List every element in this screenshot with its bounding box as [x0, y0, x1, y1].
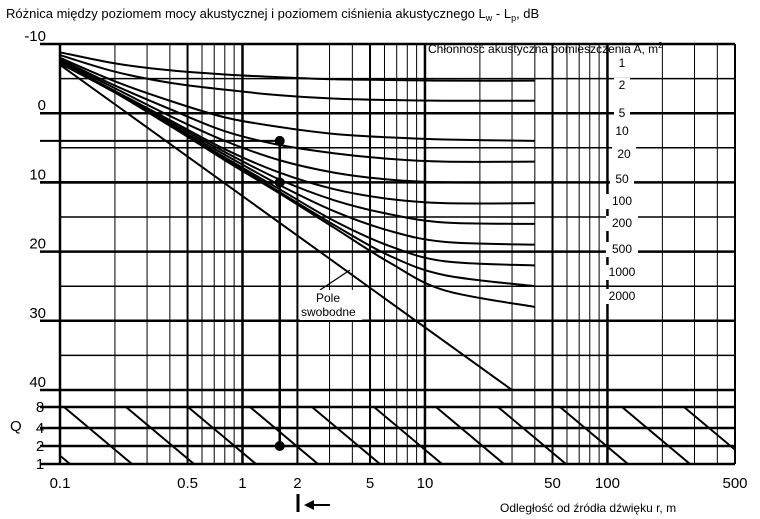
title-end: , dB: [516, 6, 539, 21]
series-curve-1: [59, 51, 535, 82]
x-axis-label: Odległość od źródła dźwięku r, m: [500, 501, 676, 515]
series-label-bg-2: [614, 78, 630, 93]
series-label-bg-100: [606, 194, 638, 209]
hatch-line: [63, 407, 133, 464]
series-label-5: 5: [619, 106, 626, 120]
hatch-line: [311, 407, 381, 464]
y-tick-label: 10: [29, 166, 46, 183]
series-label-bg-20: [612, 147, 636, 162]
series-label-bg-500: [606, 242, 638, 257]
q-axis-label: Q: [10, 418, 22, 435]
legend-title: Chłonność akustyczna pomieszczenia A, m2: [428, 41, 663, 56]
series-label-500: 500: [612, 242, 632, 256]
horizontal-grid: [40, 42, 735, 466]
y-tick-labels: -10 0 10 20 30 40: [24, 28, 46, 391]
hatch-line: [0, 407, 8, 464]
hatch-line: [187, 407, 257, 464]
q-tick-label: 2: [36, 438, 44, 455]
x-tick-label: 100: [595, 475, 620, 492]
free-field-line-path: [59, 63, 513, 391]
hatch-line: [621, 407, 691, 464]
q-tick-labels: 8 421: [36, 399, 44, 473]
svg-text:Różnica między poziomem mocy a: Różnica między poziomem mocy akustycznej…: [6, 6, 539, 23]
y-tick-label: 0: [38, 97, 46, 114]
hatch-line: [435, 407, 505, 464]
x-tick-label: 5: [366, 475, 374, 492]
chart-title: Różnica między poziomem mocy akustycznej…: [6, 6, 539, 23]
arrow-head-icon: [304, 500, 314, 510]
x-tick-label: 10: [417, 475, 434, 492]
free-field-label-bg: [300, 290, 362, 320]
example-point: [274, 135, 285, 146]
title-main: Różnica między poziomem mocy akustycznej…: [6, 6, 486, 21]
title-dash: - L: [492, 6, 511, 21]
free-field-line: [59, 63, 513, 391]
q-tick-label: 4: [36, 420, 44, 437]
series-label-bg-1: [614, 56, 630, 71]
series-label-20: 20: [617, 147, 631, 161]
y-tick-label: 40: [29, 374, 46, 391]
example-construction: [40, 135, 285, 451]
free-field-label-line1: Pole: [316, 291, 340, 305]
series-labels: 1 2 5 10 20 50 100 200 500 1000 2000: [602, 56, 642, 304]
series-label-200: 200: [612, 216, 632, 230]
y-tick-label: 30: [29, 305, 46, 322]
x-tick-label: 2: [293, 475, 301, 492]
series-label-2000: 2000: [609, 289, 636, 303]
title-sub-w: w: [485, 13, 493, 23]
series-label-bg-2000: [602, 289, 642, 304]
hatch-line: [559, 407, 629, 464]
q-hatched-band: [0, 407, 760, 464]
series-label-1: 1: [619, 56, 626, 70]
hatch-line: [683, 407, 735, 452]
x-tick-labels: 0.1 0.5 1 2 5 10 50 100 500: [50, 475, 748, 492]
x-tick-label: 0.1: [50, 475, 71, 492]
series-label-1000: 1000: [609, 265, 636, 279]
free-field-label-line2: swobodne: [301, 305, 356, 319]
hatch-line: [125, 407, 195, 464]
x-tick-label: 50: [544, 475, 561, 492]
free-field-label: Pole swobodne: [300, 290, 362, 320]
hatch-line: [746, 407, 760, 464]
x-tick-label: 500: [722, 475, 747, 492]
q-tick-label: 8: [36, 399, 44, 416]
title-sub-p: p: [511, 13, 516, 23]
series-label-100: 100: [612, 194, 632, 208]
x-tick-label: 1: [238, 475, 246, 492]
series-label-bg-1000: [602, 265, 642, 280]
series-curve-5: [59, 56, 535, 142]
series-label-bg-10: [610, 124, 634, 139]
example-point-q: [274, 441, 285, 451]
series-label-2: 2: [619, 78, 626, 92]
legend-title-text: Chłonność akustyczna pomieszczenia A, m: [428, 42, 658, 56]
free-field-leader: [319, 269, 351, 291]
q-tick-label: 1: [36, 456, 44, 473]
series-curve-2: [59, 54, 535, 102]
example-point: [274, 177, 285, 188]
arrow-indicator: [296, 494, 330, 512]
series-label-bg-200: [606, 216, 638, 231]
series-label-10: 10: [615, 124, 629, 138]
legend-title-sup: 2: [658, 41, 663, 50]
series-label-50: 50: [615, 172, 629, 186]
hatch-line: [497, 407, 567, 464]
hatch-lines: [0, 407, 760, 464]
y-tick-label: 20: [29, 236, 46, 253]
y-tick-label: -10: [24, 28, 46, 45]
series-label-bg-5: [614, 106, 630, 121]
hatch-line: [249, 407, 319, 464]
x-tick-label: 0.5: [177, 475, 198, 492]
hatch-line: [373, 407, 443, 464]
series-label-bg-50: [610, 172, 634, 187]
